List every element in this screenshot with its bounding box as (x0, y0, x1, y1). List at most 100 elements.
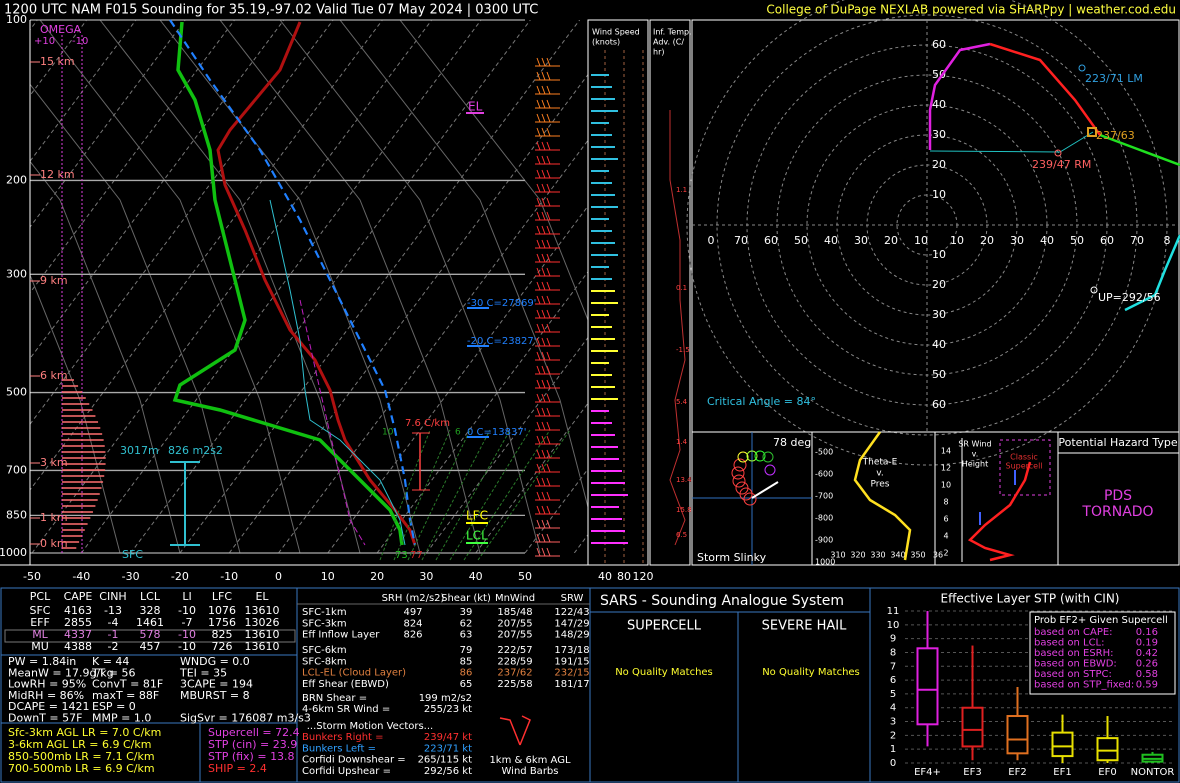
label: LCL-EL (Cloud Layer) (302, 668, 406, 679)
wind-barb (546, 169, 551, 179)
temp-label: -10 (220, 570, 238, 583)
temp-label: 10 (321, 570, 335, 583)
temp-adv-bars (669, 110, 686, 546)
wind-barb (546, 519, 551, 529)
label: Critical Angle = 84° (707, 395, 816, 408)
label: Adv. (C/ (653, 38, 684, 47)
label: 50 (932, 68, 946, 81)
label: Bunkers Right = (302, 732, 384, 743)
dewpoint-profile (172, 21, 404, 546)
label: -10 (72, 36, 88, 47)
label: -10 (178, 640, 196, 653)
label: Classic (1010, 453, 1038, 462)
label: 181/17 (554, 679, 589, 690)
label: 70 (1130, 234, 1144, 247)
wind-barb (541, 57, 546, 67)
wind-barb (541, 141, 546, 151)
mixing-line (393, 429, 451, 561)
label: 1461 (136, 616, 164, 629)
wind-barb (541, 85, 546, 95)
wind-barb (546, 183, 551, 193)
wind-barb (541, 323, 546, 333)
label: 3CAPE = 194 (180, 678, 253, 691)
temp-label: -50 (23, 570, 41, 583)
wind-barb (536, 323, 541, 333)
isotherm (30, 20, 334, 426)
wind-barb (541, 197, 546, 207)
isotherm (30, 20, 383, 491)
wind-barb (546, 393, 551, 403)
label: 1756 (208, 616, 236, 629)
dry-adiabat (399, 20, 588, 322)
pressure-label: 1000 (0, 546, 27, 559)
label: SEVERE HAIL (762, 619, 847, 634)
label: 86 (460, 668, 473, 679)
label: MnWind (495, 593, 535, 604)
label: Corfidi Upshear = (302, 766, 391, 777)
wind-barb (541, 71, 546, 81)
label: 70 (734, 234, 748, 247)
label: 825 (212, 628, 233, 641)
label: 36 (933, 551, 943, 560)
label: ...Storm Motion Vectors... (307, 721, 433, 732)
wind-barb (546, 85, 551, 95)
slinky-circle (731, 466, 745, 480)
label: 148/29 (554, 630, 589, 641)
label: 13026 (245, 616, 280, 629)
label: +10 (34, 36, 55, 47)
label: 350 (910, 551, 925, 560)
sr-wind-profile (967, 461, 1032, 562)
label: MeanW = 17.9g/kg (8, 666, 114, 679)
slinky-circle (764, 464, 776, 476)
label: 1km & 6km AGL (489, 755, 571, 766)
x-tick-label: EF4+ (914, 767, 941, 778)
label: MMP = 1.0 (92, 712, 151, 725)
label: -13 (104, 604, 122, 617)
label: 60 (932, 398, 946, 411)
label: -30 C=27869' (467, 298, 536, 309)
dry-adiabat (219, 20, 481, 553)
wind-barb (536, 127, 541, 137)
y-tick-label: 9 (890, 634, 896, 645)
wind-barb (536, 421, 541, 431)
label: K = 44 (92, 655, 129, 668)
label: 826 m2s2 (168, 444, 223, 457)
label: MBURST = 8 (180, 689, 250, 702)
slinky-circle (732, 474, 746, 488)
label: v. (972, 450, 979, 459)
slinky-circle (754, 450, 766, 462)
wind-barb (536, 57, 541, 67)
wind-barb (541, 169, 546, 179)
label: Pres (871, 480, 890, 490)
label: 50 (932, 368, 946, 381)
label: 0 C=13837' (467, 427, 526, 438)
label: 30 (1010, 234, 1024, 247)
wind-barb (546, 141, 551, 151)
wind-barb (536, 435, 541, 445)
wind-barb (546, 127, 551, 137)
label: 726 (212, 640, 233, 653)
hodograph-trace (1099, 133, 1180, 167)
label: PW = 1.84in (8, 655, 76, 668)
wind-barb (536, 169, 541, 179)
wind-barb (536, 393, 541, 403)
isotherm (179, 20, 581, 553)
wind-barb (546, 323, 551, 333)
y-tick-label: 6 (890, 675, 896, 686)
temp-label: 30 (419, 570, 433, 583)
label: 0.26 (1136, 659, 1158, 670)
wind-barb (546, 71, 551, 81)
height-label: 0 km (40, 537, 68, 550)
temp-label: 20 (370, 570, 384, 583)
label: 10 (941, 481, 951, 490)
wind-barb (546, 225, 551, 235)
rm-marker (1054, 149, 1062, 157)
wind-barb (519, 715, 531, 746)
label: 223/71 kt (424, 743, 472, 754)
pressure-label: 300 (6, 267, 27, 280)
label: Potential Hazard Type (1058, 436, 1178, 449)
wind-barb (536, 519, 541, 529)
label: hr) (653, 48, 664, 57)
label: 20 (932, 278, 946, 291)
wind-barb (541, 365, 546, 375)
